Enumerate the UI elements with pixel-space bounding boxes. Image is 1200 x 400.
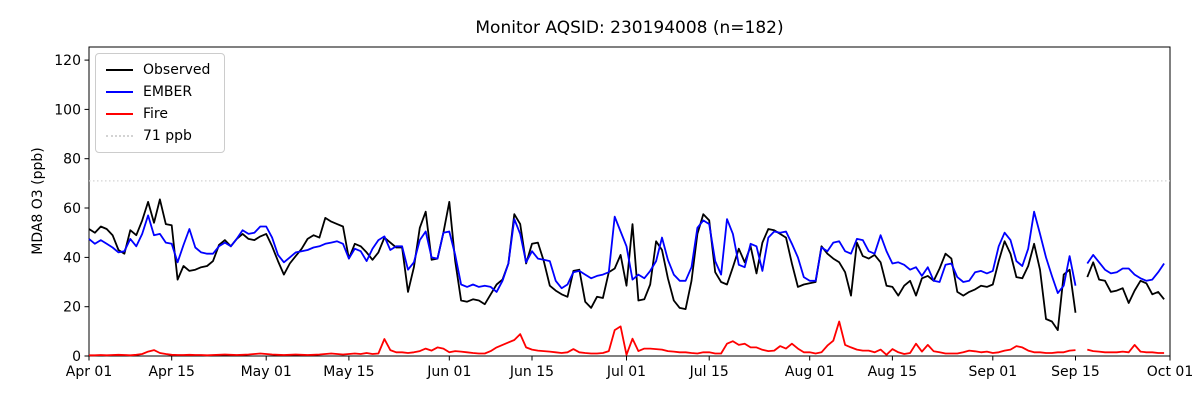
x-tick-label: Jul 01	[606, 364, 646, 380]
legend-item-ember: EMBER	[106, 85, 210, 99]
y-tick-label: 100	[54, 102, 81, 118]
legend-label-ember: EMBER	[143, 84, 193, 100]
y-tick-label: 60	[63, 201, 81, 217]
x-tick-label: Oct 01	[1147, 364, 1193, 380]
observed-line-sample	[106, 69, 133, 71]
x-tick-label: Jun 01	[426, 364, 471, 380]
fire-line-sample	[106, 113, 133, 115]
fire-line	[89, 320, 1165, 357]
x-tick-label: May 15	[323, 364, 374, 380]
legend-label-threshold: 71 ppb	[143, 128, 192, 144]
x-tick-label: Aug 15	[868, 364, 918, 380]
y-tick-label: 120	[54, 53, 81, 69]
y-tick-label: 20	[63, 300, 81, 316]
legend: Observed EMBER Fire 71 ppb	[95, 53, 226, 153]
y-tick-label: 0	[72, 349, 81, 365]
legend-label-fire: Fire	[143, 106, 168, 122]
legend-item-threshold: 71 ppb	[106, 129, 210, 143]
ember-line	[88, 210, 1165, 294]
y-tick-label: 80	[63, 152, 81, 168]
legend-item-fire: Fire	[106, 107, 210, 121]
x-tick-label: May 01	[241, 364, 292, 380]
legend-item-observed: Observed	[106, 63, 210, 77]
x-tick-label: Jul 15	[689, 364, 729, 380]
x-tick-label: Apr 15	[148, 364, 194, 380]
chart-title: Monitor AQSID: 230194008 (n=182)	[475, 18, 784, 38]
ember-line-sample	[106, 91, 133, 93]
plot-frame	[88, 46, 1171, 357]
x-tick-label: Aug 01	[785, 364, 835, 380]
threshold-line-sample	[106, 135, 133, 137]
x-tick-label: Sep 15	[1051, 364, 1100, 380]
legend-label-observed: Observed	[143, 62, 211, 78]
x-tick-label: Sep 01	[968, 364, 1017, 380]
x-tick-label: Apr 01	[66, 364, 112, 380]
observed-line	[88, 198, 1165, 331]
x-tick-label: Jun 15	[509, 364, 554, 380]
y-tick-label: 40	[63, 250, 81, 266]
